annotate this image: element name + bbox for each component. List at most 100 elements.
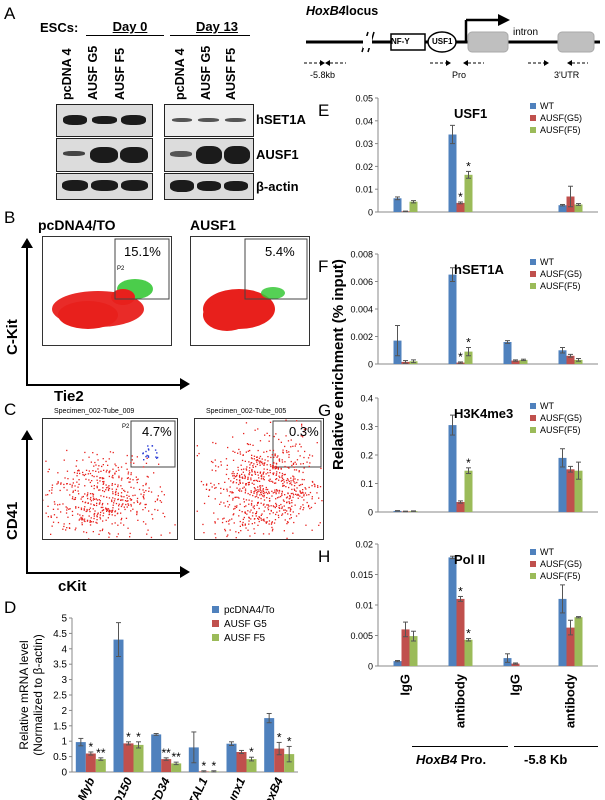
facs-event-dot [243, 468, 245, 470]
facs-event-dot [232, 471, 234, 473]
facs-event-dot [88, 515, 90, 517]
facs-event-dot [69, 494, 71, 496]
bar-pcdna4to [264, 718, 275, 772]
facs-event-dot [273, 522, 276, 524]
facs-event-dot [81, 524, 83, 526]
facs-event-dot [287, 440, 290, 442]
facs-event-dot [284, 461, 286, 463]
facs-event-dot [253, 487, 256, 489]
facs-event-dot [303, 467, 305, 469]
facs-event-dot [284, 494, 286, 496]
lane-label-ausfg5-d13: AUSF G5 [199, 45, 213, 100]
facs-event-dot [133, 502, 135, 504]
facs-event-dot [93, 475, 95, 478]
bar-ausfg5 [274, 748, 285, 772]
bar-wt [393, 661, 402, 666]
usf1-label: USF1 [432, 37, 453, 46]
facs-event-dot [86, 519, 89, 521]
facs-event-dot [268, 523, 270, 525]
facs-event-dot [287, 492, 289, 495]
facs-event-dot [281, 507, 283, 510]
facs-event-dot [126, 500, 128, 502]
facs-event-dot [273, 461, 275, 464]
facs-event-dot [271, 495, 273, 497]
legend-label: pcDNA4/To [224, 605, 275, 616]
facs-event-dot [290, 517, 292, 519]
facs-event-dot [269, 480, 271, 482]
facs-c-right-title: Specimen_002-Tube_005 [206, 408, 287, 415]
facs-event-dot [121, 477, 123, 479]
facs-event-dot [275, 491, 277, 493]
facs-event-dot [259, 488, 261, 490]
legend-label: AUSF(F5) [540, 281, 581, 291]
facs-event-dot [250, 457, 253, 459]
facs-event-dot [256, 504, 258, 506]
facs-event-dot [250, 502, 253, 505]
facs-event-dot [103, 482, 105, 484]
facs-event-dot [260, 502, 262, 504]
facs-event-dot [79, 514, 81, 516]
facs-event-dot [245, 499, 248, 501]
blot-hset1a-day13 [164, 104, 254, 137]
facs-event-dot [71, 514, 74, 516]
facs-event-dot [148, 510, 150, 512]
facs-event-dot [289, 508, 292, 510]
facs-event-dot [53, 501, 56, 503]
category-label: antibody [453, 673, 468, 728]
facs-event-dot [105, 471, 107, 473]
facs-event-dot [112, 451, 114, 454]
facs-event-dot [126, 454, 128, 457]
facs-event-dot [132, 494, 134, 497]
bar-wt [393, 198, 402, 212]
facs-event-dot [96, 513, 99, 515]
facs-event-dot [239, 490, 241, 492]
facs-event-dot [114, 522, 116, 524]
blot-name-bactin: β-actin [256, 179, 299, 194]
facs-event-dot [275, 493, 277, 495]
y-tick-label: 0.005 [350, 631, 373, 641]
bar-ausff5 [464, 470, 473, 512]
facs-gated-dot [148, 449, 150, 451]
facs-event-dot [224, 505, 226, 507]
facs-event-dot [240, 490, 243, 492]
facs-event-dot [255, 465, 257, 468]
facs-event-dot [82, 471, 84, 474]
facs-event-dot [246, 513, 248, 515]
facs-event-dot [295, 463, 297, 465]
facs-event-dot [254, 488, 256, 490]
facs-event-dot [108, 509, 110, 511]
facs-event-dot [96, 479, 98, 481]
facs-event-dot [227, 520, 230, 522]
facs-event-dot [269, 500, 271, 502]
facs-event-dot [284, 473, 286, 476]
facs-event-dot [278, 492, 280, 494]
facs-event-dot [66, 449, 68, 452]
facs-event-dot [75, 527, 77, 529]
facs-event-dot [233, 522, 235, 524]
facs-event-dot [297, 497, 299, 499]
facs-event-dot [154, 508, 156, 511]
facs-event-dot [252, 512, 254, 514]
facs-event-dot [202, 523, 204, 526]
facs-event-dot [278, 505, 280, 507]
facs-event-dot [224, 530, 227, 532]
significance-star: * [466, 336, 471, 350]
facs-event-dot [100, 495, 102, 497]
facs-event-dot [111, 499, 113, 501]
y-tick-label: 4.5 [53, 629, 67, 640]
facs-event-dot [107, 488, 110, 490]
facs-event-dot [130, 486, 132, 488]
facs-event-dot [248, 473, 250, 475]
facs-event-dot [145, 503, 147, 506]
facs-event-dot [241, 459, 244, 462]
facs-event-dot [102, 483, 104, 485]
facs-event-dot [274, 453, 276, 455]
facs-event-dot [261, 476, 263, 478]
facs-event-dot [57, 472, 59, 474]
facs-event-dot [237, 469, 239, 471]
facs-event-dot [208, 489, 210, 491]
facs-event-dot [238, 509, 241, 511]
facs-event-dot [93, 517, 95, 520]
bar-ausfg5 [236, 752, 247, 772]
facs-event-dot [86, 508, 88, 511]
